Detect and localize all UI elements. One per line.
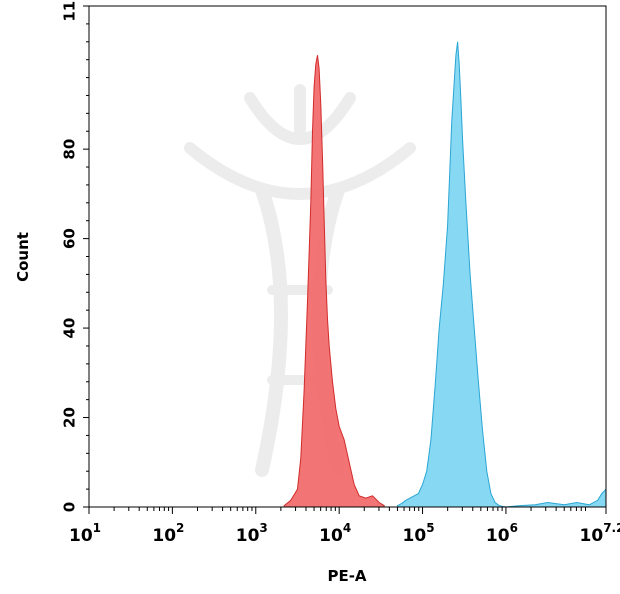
series-2-area <box>397 41 607 508</box>
watermark-logo <box>184 84 416 477</box>
y-tick-label: 20 <box>61 407 79 428</box>
x-tick-label: 101 <box>69 521 101 546</box>
series-1-area <box>283 55 385 508</box>
x-tick-exponent: 5 <box>426 521 434 535</box>
x-tick-exponent: 1 <box>93 521 101 535</box>
x-axis-title: PE-A <box>327 567 366 585</box>
x-tick-base: 10 <box>580 526 604 546</box>
y-tick-label: 40 <box>61 318 79 339</box>
plot-frame <box>88 5 607 508</box>
y-axis-ticks: 0 20 40 60 80 112 <box>61 0 89 512</box>
x-tick-exponent: 7.2 <box>603 521 620 535</box>
x-tick-base: 10 <box>236 526 260 546</box>
y-axis-title: Count <box>14 232 32 282</box>
x-tick-base: 10 <box>152 526 176 546</box>
x-tick-exponent: 3 <box>259 521 267 535</box>
series-layer <box>283 41 607 508</box>
y-tick-label: 112 <box>61 0 79 22</box>
x-tick-label: 104 <box>319 521 351 546</box>
y-tick-label: 80 <box>61 139 79 160</box>
x-tick-base: 10 <box>403 526 427 546</box>
x-tick-exponent: 4 <box>343 521 351 535</box>
x-tick-exponent: 6 <box>510 521 518 535</box>
x-tick-base: 10 <box>319 526 343 546</box>
x-tick-label: 103 <box>236 521 268 546</box>
x-tick-label: 107.2 <box>580 521 620 546</box>
x-tick-label: 105 <box>403 521 435 546</box>
x-tick-exponent: 2 <box>176 521 184 535</box>
y-tick-label: 0 <box>61 502 79 512</box>
x-tick-base: 10 <box>486 526 510 546</box>
x-tick-label: 106 <box>486 521 518 546</box>
y-tick-label: 60 <box>61 228 79 249</box>
x-tick-label: 102 <box>152 521 184 546</box>
x-tick-base: 10 <box>69 526 93 546</box>
